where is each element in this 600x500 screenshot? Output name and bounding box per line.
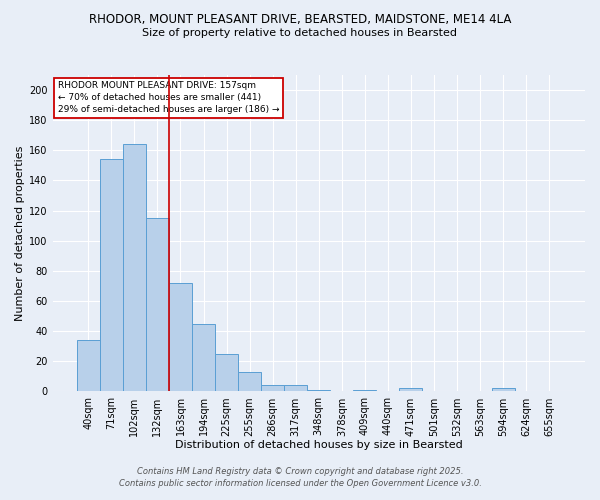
Bar [261,386,284,392]
Bar [491,388,515,392]
Bar [192,324,215,392]
X-axis label: Distribution of detached houses by size in Bearsted: Distribution of detached houses by size … [175,440,463,450]
Bar [123,144,146,392]
Bar [169,283,192,392]
Bar [100,160,123,392]
Bar [353,390,376,392]
Bar [77,340,100,392]
Bar [400,388,422,392]
Text: RHODOR MOUNT PLEASANT DRIVE: 157sqm
← 70% of detached houses are smaller (441)
2: RHODOR MOUNT PLEASANT DRIVE: 157sqm ← 70… [58,82,280,114]
Bar [238,372,261,392]
Text: RHODOR, MOUNT PLEASANT DRIVE, BEARSTED, MAIDSTONE, ME14 4LA: RHODOR, MOUNT PLEASANT DRIVE, BEARSTED, … [89,12,511,26]
Y-axis label: Number of detached properties: Number of detached properties [15,146,25,321]
Bar [146,218,169,392]
Bar [307,390,330,392]
Text: Size of property relative to detached houses in Bearsted: Size of property relative to detached ho… [143,28,458,38]
Bar [215,354,238,392]
Bar [284,386,307,392]
Text: Contains HM Land Registry data © Crown copyright and database right 2025.
Contai: Contains HM Land Registry data © Crown c… [119,466,481,487]
